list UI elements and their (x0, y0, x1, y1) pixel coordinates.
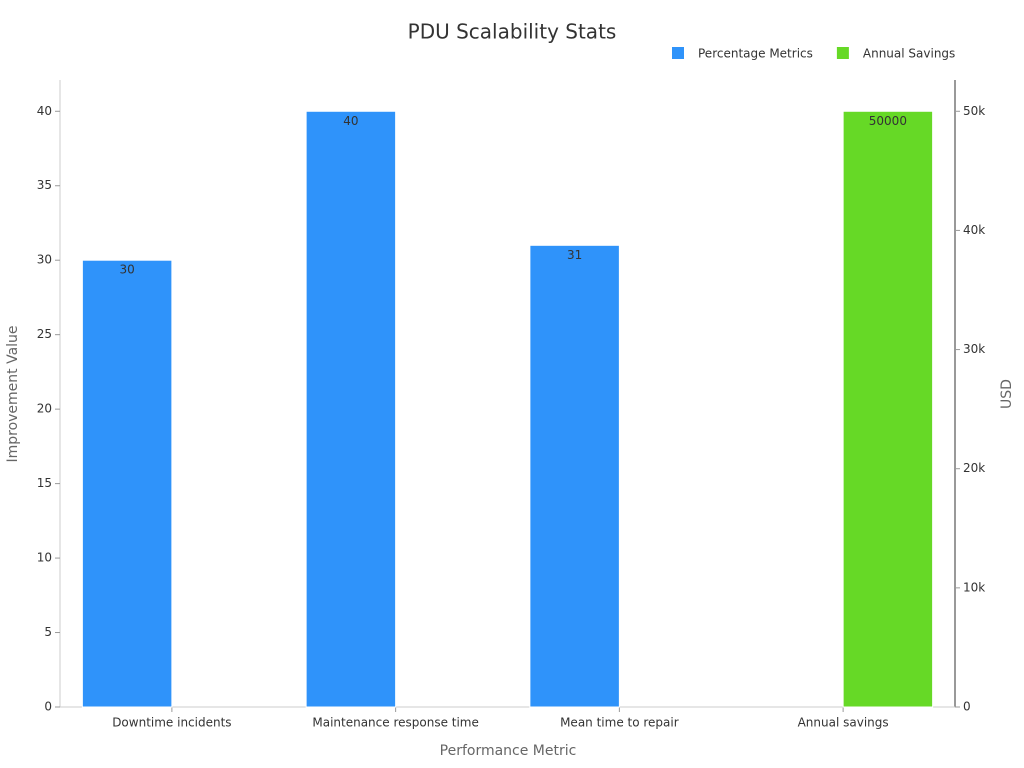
y2-axis-label: USD (999, 379, 1015, 409)
data-label: 31 (567, 248, 582, 262)
y-tick-label: 0 (44, 700, 52, 714)
bar (305, 110, 397, 708)
y2-tick-label: 10k (963, 580, 985, 594)
data-label: 40 (343, 114, 358, 128)
y2-tick-label: 40k (963, 223, 985, 237)
y-tick-label: 10 (37, 551, 52, 565)
y-tick-label: 20 (37, 402, 52, 416)
x-tick-label: Annual savings (798, 716, 889, 730)
bar (529, 244, 620, 708)
chart-title: PDU Scalability Stats (408, 20, 617, 44)
y-tick-label: 35 (37, 178, 52, 192)
y2-tick-label: 0 (963, 700, 971, 714)
y-axis-label: Improvement Value (5, 325, 21, 462)
y2-tick-label: 30k (963, 342, 985, 356)
x-tick-label: Maintenance response time (312, 716, 479, 730)
legend-label: Percentage Metrics (698, 47, 813, 61)
y2-tick-label: 50k (963, 104, 985, 118)
legend-swatch (672, 47, 684, 59)
legend-label: Annual Savings (863, 47, 955, 61)
data-label: 30 (119, 263, 134, 277)
y-tick-label: 30 (37, 253, 52, 267)
bar (842, 110, 934, 708)
x-axis-label: Performance Metric (440, 743, 577, 759)
y-tick-label: 40 (37, 104, 52, 118)
bar (81, 259, 173, 708)
x-tick-label: Mean time to repair (560, 716, 679, 730)
data-label: 50000 (869, 114, 907, 128)
y2-tick-label: 20k (963, 461, 985, 475)
x-tick-label: Downtime incidents (112, 716, 231, 730)
y-tick-label: 5 (44, 625, 52, 639)
legend-swatch (836, 47, 849, 59)
y-tick-label: 25 (37, 327, 52, 341)
y-tick-label: 15 (37, 476, 52, 490)
